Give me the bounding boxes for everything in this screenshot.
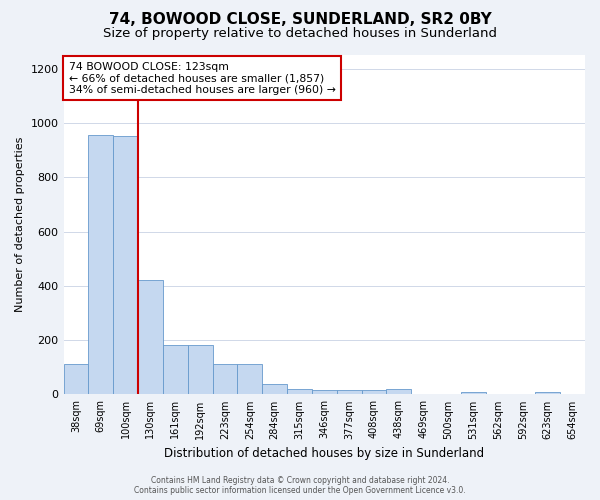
Bar — [138, 280, 163, 394]
Y-axis label: Number of detached properties: Number of detached properties — [15, 137, 25, 312]
Bar — [287, 389, 312, 394]
Bar — [461, 392, 485, 394]
Bar — [362, 390, 386, 394]
Bar — [163, 345, 188, 395]
Bar — [312, 390, 337, 394]
Bar — [113, 136, 138, 394]
Bar — [188, 345, 212, 395]
Bar — [212, 364, 238, 394]
Text: 74, BOWOOD CLOSE, SUNDERLAND, SR2 0BY: 74, BOWOOD CLOSE, SUNDERLAND, SR2 0BY — [109, 12, 491, 28]
Text: 74 BOWOOD CLOSE: 123sqm
← 66% of detached houses are smaller (1,857)
34% of semi: 74 BOWOOD CLOSE: 123sqm ← 66% of detache… — [69, 62, 335, 95]
Text: Contains HM Land Registry data © Crown copyright and database right 2024.
Contai: Contains HM Land Registry data © Crown c… — [134, 476, 466, 495]
Bar — [238, 364, 262, 394]
Bar — [535, 392, 560, 394]
Bar — [337, 390, 362, 394]
Bar — [88, 135, 113, 394]
Bar — [386, 389, 411, 394]
Text: Size of property relative to detached houses in Sunderland: Size of property relative to detached ho… — [103, 28, 497, 40]
Bar — [64, 364, 88, 394]
X-axis label: Distribution of detached houses by size in Sunderland: Distribution of detached houses by size … — [164, 447, 484, 460]
Bar — [262, 384, 287, 394]
